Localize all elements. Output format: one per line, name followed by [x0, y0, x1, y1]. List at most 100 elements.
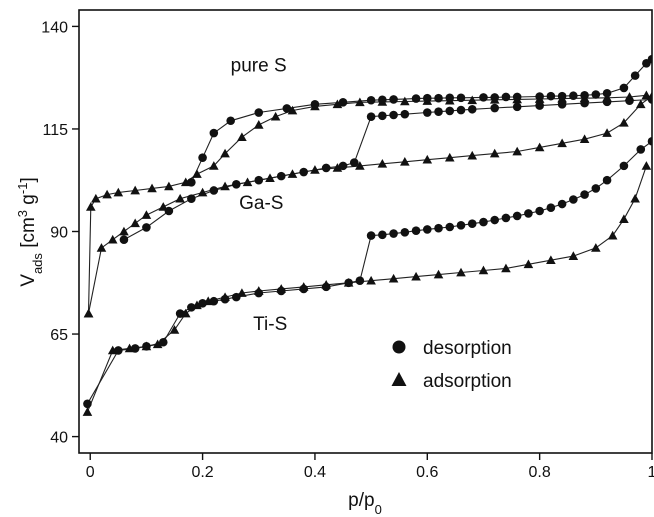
pure-s-desorption-point: [434, 93, 443, 103]
pure-s-adsorption-point: [147, 183, 157, 193]
ga-s-adsorption-point: [83, 308, 94, 318]
ga-s-desorption-point: [557, 100, 567, 109]
pure-s-desorption-point: [490, 93, 500, 102]
y-tick-label: 140: [41, 19, 68, 36]
x-axis-title: p/p0: [348, 490, 382, 517]
ga-s-adsorption-point: [242, 177, 253, 187]
ti-s-desorption-point: [501, 213, 511, 223]
pure-s-desorption-point: [630, 71, 640, 80]
ga-s-adsorption-point: [141, 210, 152, 219]
pure-s-adsorption-point: [192, 169, 202, 178]
ti-s-adsorption-point: [568, 251, 579, 260]
ga-s-desorption-point: [602, 97, 612, 107]
ga-s-desorption-point: [299, 167, 309, 177]
pure-s-adsorption-point: [237, 132, 247, 141]
pure-s-adsorption-line: [87, 94, 647, 314]
ga-s-adsorption-point: [377, 159, 388, 168]
ga-s-desorption-point: [625, 96, 634, 105]
annotation-ga-s: Ga-S: [239, 193, 283, 214]
pure-s-desorption-point: [445, 93, 455, 103]
pure-s-adsorption-point: [332, 99, 343, 109]
ga-s-adsorption-point: [619, 118, 629, 127]
ga-s-adsorption-point: [444, 152, 455, 162]
pure-s-adsorption-point: [102, 189, 112, 199]
ga-s-adsorption-point: [310, 165, 320, 174]
ga-s-desorption-point: [456, 105, 466, 115]
pure-s-adsorption-point: [164, 181, 174, 191]
pure-s-desorption-point: [501, 92, 511, 102]
pure-s-adsorption-point: [113, 187, 124, 197]
pure-s-adsorption-point: [467, 95, 478, 105]
ti-s-adsorption-point: [619, 214, 629, 224]
ti-s-desorption-point: [130, 344, 140, 353]
plot-frame: [78, 9, 653, 454]
ga-s-adsorption-point: [467, 150, 478, 160]
ga-s-desorption-point: [647, 95, 652, 104]
ti-s-desorption-point: [355, 276, 365, 286]
y-tick-label: 65: [50, 327, 68, 344]
x-tick-label: 0.4: [304, 464, 326, 481]
ti-s-adsorption-point: [501, 263, 511, 273]
ti-s-desorption-point: [276, 286, 286, 296]
ga-s-desorption-point: [512, 102, 522, 112]
x-tick-label: 1: [648, 464, 654, 481]
ti-s-desorption-point: [647, 136, 652, 146]
ga-s-desorption-point: [490, 103, 500, 113]
ti-s-desorption-point: [321, 282, 331, 292]
ti-s-desorption-point: [456, 221, 466, 230]
legend-circle-marker: [392, 340, 406, 354]
ti-s-adsorption-point: [456, 267, 466, 277]
ti-s-adsorption-point: [478, 265, 489, 275]
ga-s-adsorption-point: [197, 187, 208, 197]
ga-s-desorption-point: [338, 161, 348, 171]
ti-s-desorption-point: [344, 278, 353, 288]
ga-s-desorption-point: [580, 98, 589, 108]
ti-s-desorption-point: [114, 346, 123, 355]
ti-s-desorption-point: [591, 184, 601, 193]
pure-s-desorption-point: [411, 94, 421, 103]
legend: desorption adsorption: [391, 338, 512, 392]
ti-s-desorption-point: [422, 225, 432, 234]
pure-s-desorption-point: [535, 92, 544, 101]
ga-s-adsorption-point: [400, 156, 410, 166]
pure-s-desorption-point: [338, 97, 348, 107]
ti-s-desorption-point: [142, 342, 151, 351]
pure-s-adsorption-point: [400, 96, 410, 106]
ga-s-desorption-point: [445, 106, 455, 116]
ti-s-desorption-point: [445, 222, 455, 232]
ti-s-adsorption-point: [388, 273, 399, 283]
pure-s-desorption-point: [282, 104, 292, 113]
pure-s-desorption-line: [190, 58, 652, 183]
ti-s-desorption-point: [569, 195, 578, 204]
ga-s-desorption-point: [422, 108, 432, 117]
ga-s-desorption-point: [366, 112, 376, 121]
ga-s-desorption-point: [434, 107, 443, 117]
y-tick-label: 90: [50, 225, 68, 242]
pure-s-adsorption-point: [91, 193, 101, 203]
y-tick-label: 115: [42, 122, 68, 139]
pure-s-adsorption-point: [220, 148, 230, 158]
ti-s-adsorption-point: [641, 161, 652, 170]
y-tick-label: 40: [50, 430, 68, 447]
ti-s-desorption-point: [366, 231, 376, 240]
ga-s-adsorption-point: [332, 163, 343, 172]
pure-s-adsorption-point: [209, 161, 219, 170]
ti-s-adsorption-point: [82, 407, 93, 416]
pure-s-desorption-point: [187, 177, 196, 187]
pure-s-desorption-point: [422, 93, 432, 103]
ga-s-desorption-point: [231, 180, 241, 189]
ga-s-adsorption-point: [557, 138, 567, 148]
pure-s-desorption-point: [254, 108, 264, 117]
ga-s-desorption-point: [535, 101, 544, 110]
ti-s-adsorption-point: [591, 243, 601, 252]
ga-s-desorption-point: [349, 158, 359, 167]
pure-s-desorption-point: [389, 95, 398, 104]
pure-s-adsorption-point: [130, 185, 140, 195]
ga-s-desorption-point: [142, 223, 151, 232]
ga-s-desorption-point: [187, 194, 196, 203]
ti-s-desorption-point: [254, 288, 264, 298]
pure-s-adsorption-point: [253, 120, 264, 129]
ti-s-desorption-point: [83, 399, 92, 409]
x-tick-label: 0.8: [529, 464, 551, 481]
